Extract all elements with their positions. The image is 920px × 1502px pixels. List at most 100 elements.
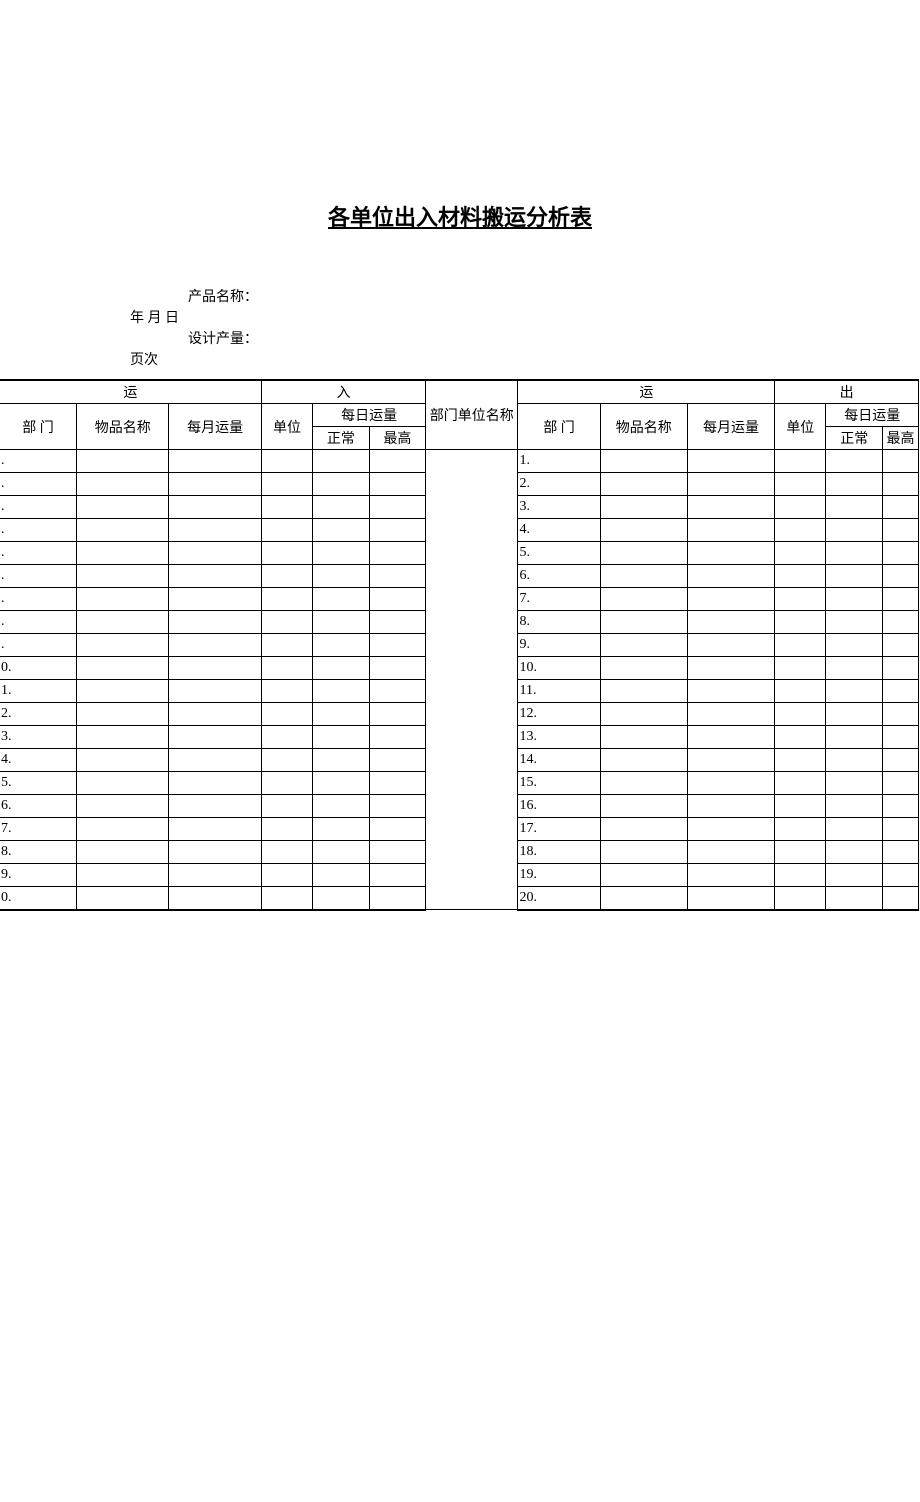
in-row-number: 6. [0, 795, 77, 818]
out-row-number: 18. [518, 841, 600, 864]
out-cell [826, 634, 882, 657]
out-cell [600, 818, 687, 841]
out-cell [600, 519, 687, 542]
in-row-number: . [0, 450, 77, 473]
out-cell [775, 542, 826, 565]
header-out-normal: 正常 [826, 427, 882, 450]
in-cell [77, 680, 169, 703]
out-cell [687, 864, 774, 887]
product-label: 产品名称： [188, 287, 920, 308]
in-cell [313, 749, 369, 772]
header-out-daily: 每日运量 [826, 404, 919, 427]
in-cell [313, 864, 369, 887]
in-cell [313, 519, 369, 542]
out-cell [826, 519, 882, 542]
header-in-item: 物品名称 [77, 404, 169, 450]
in-cell [169, 450, 261, 473]
out-row-number: 6. [518, 565, 600, 588]
out-cell [600, 634, 687, 657]
out-cell [600, 841, 687, 864]
in-cell [313, 634, 369, 657]
out-cell [882, 565, 918, 588]
in-cell [261, 772, 312, 795]
in-row-number: . [0, 519, 77, 542]
header-in-daily: 每日运量 [313, 404, 426, 427]
in-cell [313, 450, 369, 473]
out-cell [600, 588, 687, 611]
out-cell [882, 496, 918, 519]
in-cell [261, 519, 312, 542]
out-cell [775, 703, 826, 726]
out-cell [826, 473, 882, 496]
out-row-number: 10. [518, 657, 600, 680]
out-cell [826, 726, 882, 749]
in-cell [313, 657, 369, 680]
in-cell [261, 726, 312, 749]
out-row-number: 2. [518, 473, 600, 496]
out-row-number: 11. [518, 680, 600, 703]
in-cell [261, 657, 312, 680]
out-row-number: 14. [518, 749, 600, 772]
in-cell [369, 841, 425, 864]
out-cell [775, 841, 826, 864]
out-cell [687, 565, 774, 588]
in-cell [369, 772, 425, 795]
in-row-number: 0. [0, 887, 77, 910]
in-cell [369, 634, 425, 657]
out-row-number: 19. [518, 864, 600, 887]
out-cell [775, 818, 826, 841]
out-row-number: 17. [518, 818, 600, 841]
in-cell [261, 749, 312, 772]
in-cell [261, 634, 312, 657]
out-cell [775, 657, 826, 680]
out-row-number: 7. [518, 588, 600, 611]
analysis-table: 运 入 部门单位名称 运 出 部 门 物品名称 每月运量 单位 每日运量 部 门… [0, 379, 919, 911]
in-cell [77, 473, 169, 496]
out-cell [687, 772, 774, 795]
in-cell [369, 864, 425, 887]
out-cell [775, 772, 826, 795]
in-cell [313, 703, 369, 726]
in-cell [313, 611, 369, 634]
out-cell [775, 496, 826, 519]
in-cell [261, 473, 312, 496]
in-row-number: 2. [0, 703, 77, 726]
in-cell [77, 864, 169, 887]
out-cell [826, 496, 882, 519]
in-cell [313, 726, 369, 749]
in-cell [369, 703, 425, 726]
in-cell [261, 496, 312, 519]
out-cell [687, 473, 774, 496]
header-in-monthly: 每月运量 [169, 404, 261, 450]
in-cell [369, 473, 425, 496]
in-cell [77, 657, 169, 680]
out-cell [600, 542, 687, 565]
out-cell [826, 680, 882, 703]
in-cell [169, 519, 261, 542]
out-cell [687, 542, 774, 565]
out-cell [600, 565, 687, 588]
in-cell [169, 841, 261, 864]
out-cell [687, 795, 774, 818]
out-cell [687, 726, 774, 749]
out-cell [882, 611, 918, 634]
in-cell [77, 772, 169, 795]
date-label: 年 月 日 [130, 308, 920, 329]
out-cell [600, 657, 687, 680]
out-cell [826, 588, 882, 611]
out-cell [775, 519, 826, 542]
in-cell [169, 565, 261, 588]
header-ru: 入 [261, 380, 425, 404]
in-row-number: 9. [0, 864, 77, 887]
page-number-label: 页次 [130, 350, 920, 371]
out-cell [687, 634, 774, 657]
in-cell [369, 749, 425, 772]
out-cell [882, 703, 918, 726]
out-row-number: 1. [518, 450, 600, 473]
in-cell [77, 726, 169, 749]
in-cell [77, 450, 169, 473]
out-cell [687, 841, 774, 864]
out-cell [600, 450, 687, 473]
header-out-item: 物品名称 [600, 404, 687, 450]
out-row-number: 15. [518, 772, 600, 795]
